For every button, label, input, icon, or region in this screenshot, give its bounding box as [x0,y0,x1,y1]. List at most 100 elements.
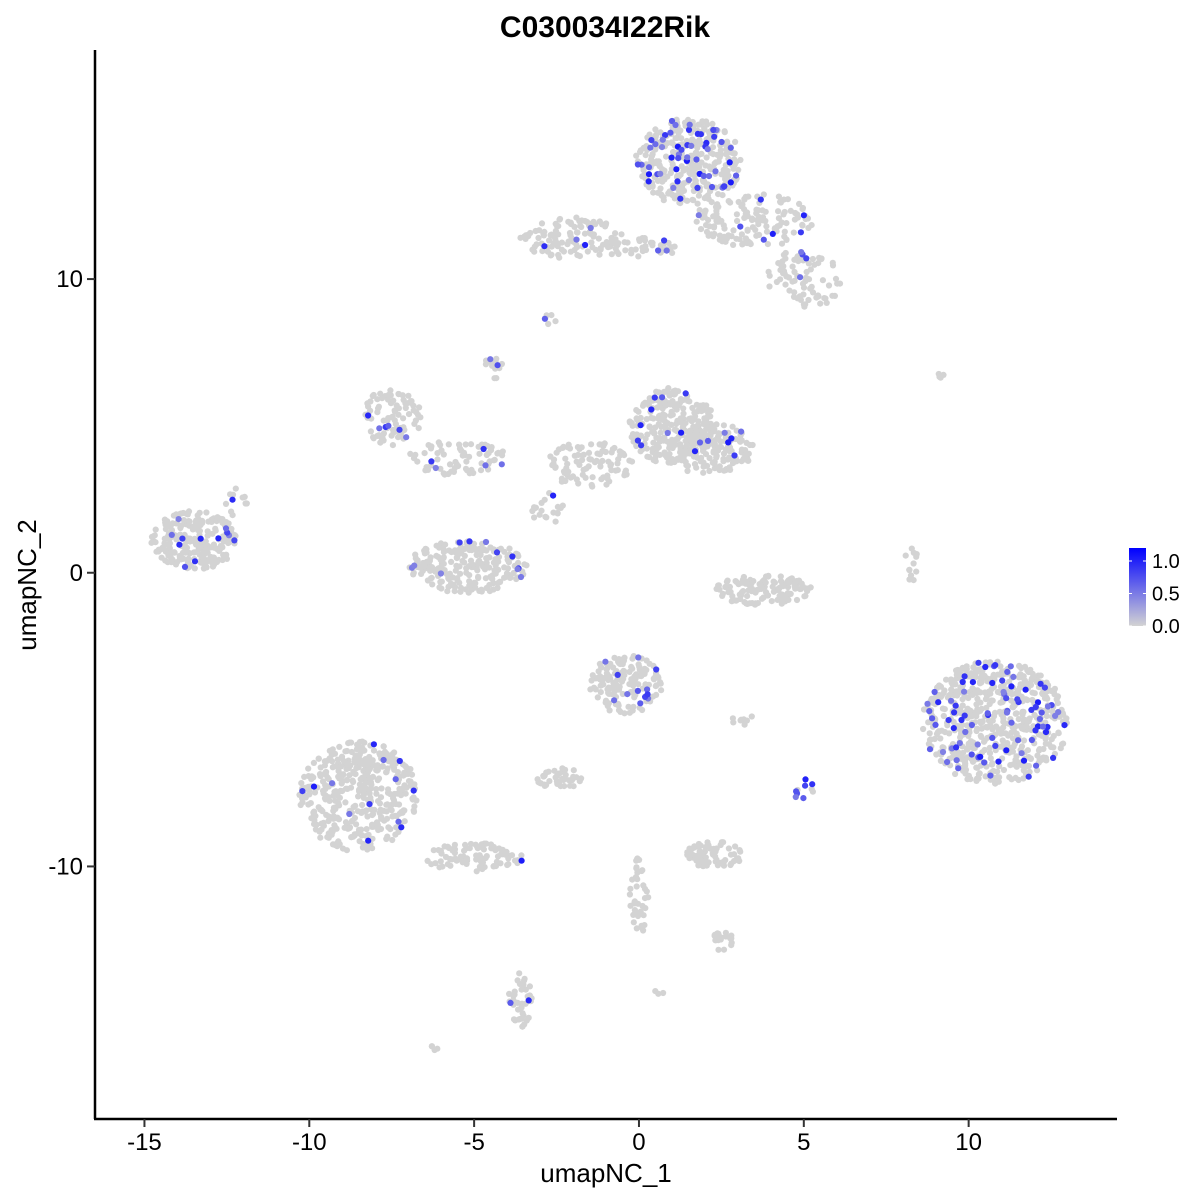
cell-point [684,154,691,161]
cell-point [573,458,580,465]
cell-point [727,144,734,151]
cell-point [444,861,451,868]
cell-point [691,843,698,850]
cell-point [1059,741,1066,748]
cell-point [678,146,685,153]
cell-point [181,563,189,571]
cell-point [648,406,655,413]
cell-point [640,400,647,408]
cell-point [317,834,324,841]
cell-point [1000,766,1008,774]
cell-point [809,781,816,788]
cell-point [466,453,473,460]
cell-point [646,454,653,461]
cell-point [1020,767,1027,774]
cell-point [669,456,676,463]
cell-point [658,423,665,430]
cell-point [817,300,824,307]
cell-point [948,686,955,693]
cell-point [647,144,654,151]
cell-point [598,476,605,483]
cell-point [380,417,387,424]
cell-point [715,191,722,198]
cell-point [987,755,994,762]
cell-point [1024,697,1031,704]
cell-point [730,241,737,248]
cell-point [556,770,563,777]
cell-point [629,707,636,714]
cell-point [388,432,395,439]
cell-point [698,150,705,157]
legend-tick-label: 1.0 [1152,551,1180,573]
cell-point [632,672,640,680]
cell-point [792,793,799,801]
cell-point [638,867,645,875]
cell-point [818,255,825,262]
cell-point [191,535,198,542]
cell-point [735,198,742,206]
cell-point [958,752,965,760]
cell-point [685,176,693,184]
cell-point [774,223,781,230]
cell-point [781,228,788,235]
cell-point [926,708,933,715]
cell-point [641,670,648,678]
cell-point [444,588,451,595]
cell-point [645,178,652,185]
cell-point [636,856,643,864]
cell-point [809,255,817,263]
cell-point [633,865,640,872]
cell-point [540,230,547,237]
cell-point [648,156,655,163]
cell-point [570,767,577,774]
cell-point [664,429,671,437]
cell-point [573,229,581,236]
cell-point [448,856,455,863]
cell-point [640,912,647,919]
cell-point [956,740,963,747]
cell-point [492,562,499,569]
cell-point [737,717,744,724]
cell-point [633,883,640,890]
cell-point [684,197,691,204]
cell-point [995,758,1002,765]
cell-point [778,219,785,226]
legend-tick-label: 0.0 [1152,616,1180,638]
cell-point [773,278,781,286]
cell-point [325,794,332,801]
cell-point [906,566,913,574]
cell-point [705,216,712,224]
cell-point [975,666,982,673]
cell-point [640,927,647,934]
cell-point [957,725,964,732]
chart-title: C030034I22Rik [500,11,710,44]
cell-point [614,467,621,474]
cell-point [798,249,805,256]
cell-point [222,525,230,532]
cell-point [650,189,657,196]
cell-point [395,411,402,418]
legend-ticks: 1.0 0.5 0.0 [1129,551,1180,638]
cell-point [944,722,951,729]
cell-point [215,535,222,542]
cell-point [677,195,684,202]
cell-point [734,217,741,225]
cell-point [457,570,464,577]
cell-point [658,144,666,151]
cell-point [753,232,760,239]
cell-point [605,458,612,465]
cell-point [343,747,351,755]
cell-point [612,230,619,237]
cell-point [1028,736,1035,744]
cell-point [483,853,490,860]
cell-point [465,589,472,596]
cell-point [595,235,602,242]
cell-point [323,811,330,819]
cell-point [332,805,339,813]
cell-point [449,847,456,854]
cell-point [437,465,444,472]
cell-point [315,755,322,762]
cell-point [638,442,645,449]
cell-point [653,450,660,457]
cell-point [533,241,540,248]
